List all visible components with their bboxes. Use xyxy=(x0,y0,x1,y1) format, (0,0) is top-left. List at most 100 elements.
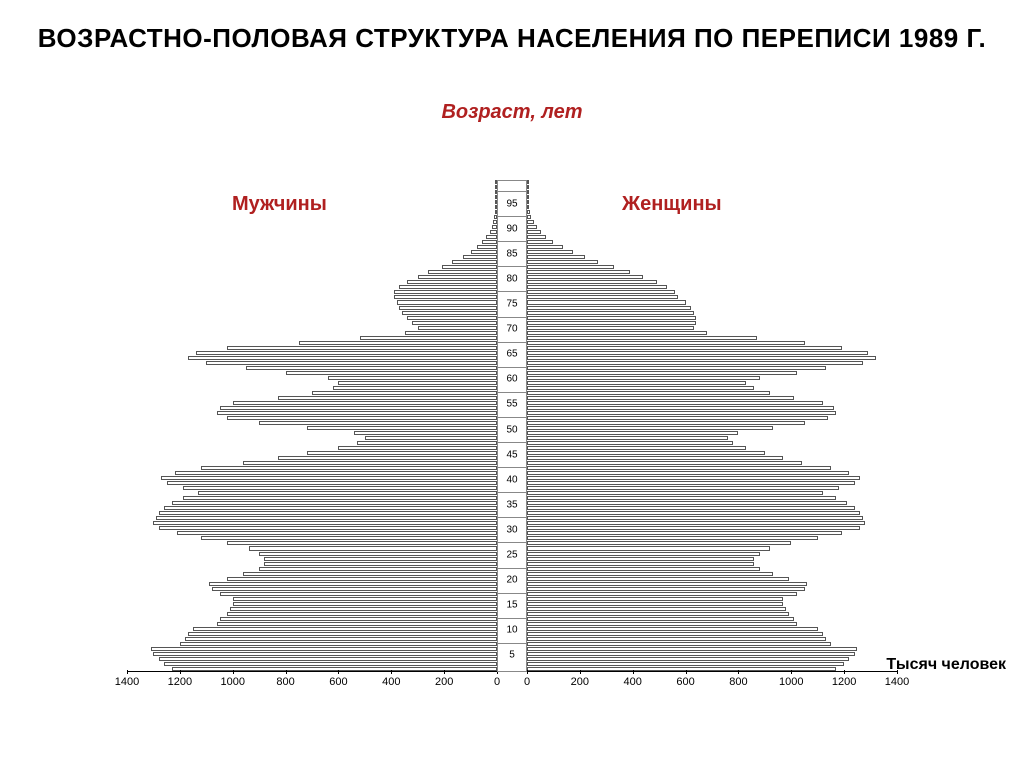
y-tick-label: 60 xyxy=(498,374,526,385)
female-bar xyxy=(527,436,728,440)
female-bar xyxy=(527,290,675,294)
female-bar xyxy=(527,341,805,345)
x-tick-label: 0 xyxy=(524,676,530,688)
female-bar xyxy=(527,617,794,621)
female-bar xyxy=(527,521,865,525)
male-bar xyxy=(206,361,497,365)
male-bar xyxy=(405,331,498,335)
male-bar xyxy=(246,366,497,370)
female-pane xyxy=(527,180,897,672)
female-bar xyxy=(527,285,667,289)
male-bar xyxy=(360,336,497,340)
female-bar xyxy=(527,270,630,274)
male-bar xyxy=(259,567,497,571)
female-bar xyxy=(527,451,765,455)
female-bar xyxy=(527,275,643,279)
male-bar xyxy=(159,526,497,530)
x-tick-label: 800 xyxy=(729,676,747,688)
female-bar xyxy=(527,416,828,420)
female-bar xyxy=(527,496,836,500)
male-bar xyxy=(153,652,497,656)
male-bar xyxy=(220,592,498,596)
male-bar xyxy=(220,617,498,621)
male-bar xyxy=(418,326,497,330)
female-bar xyxy=(527,351,868,355)
male-bar xyxy=(418,275,497,279)
female-bar xyxy=(527,326,694,330)
male-bar xyxy=(477,245,497,249)
female-bar xyxy=(527,230,541,234)
female-bar xyxy=(527,205,529,209)
female-bar xyxy=(527,531,842,535)
male-bar xyxy=(209,582,497,586)
male-bar xyxy=(159,657,497,661)
female-bar xyxy=(527,431,738,435)
y-tick-label: 15 xyxy=(498,600,526,611)
male-bar xyxy=(286,371,497,375)
y-tick-label: 90 xyxy=(498,223,526,234)
chart-title: ВОЗРАСТНО-ПОЛОВАЯ СТРУКТУРА НАСЕЛЕНИЯ ПО… xyxy=(0,0,1024,55)
female-bar xyxy=(527,240,553,244)
female-bar xyxy=(527,516,863,520)
male-bar xyxy=(399,306,497,310)
male-bar xyxy=(161,476,497,480)
male-bar xyxy=(264,557,497,561)
male-bar xyxy=(212,587,497,591)
male-bar xyxy=(397,300,497,304)
male-bar xyxy=(201,466,497,470)
male-bar xyxy=(394,295,497,299)
male-bar xyxy=(338,381,497,385)
female-bar xyxy=(527,316,696,320)
male-bar xyxy=(183,496,498,500)
female-bar xyxy=(527,441,733,445)
female-bar xyxy=(527,215,531,219)
female-bar xyxy=(527,597,783,601)
y-axis-strip: 5101520253035404550556065707580859095 xyxy=(497,180,527,672)
male-bar xyxy=(185,637,497,641)
male-bar xyxy=(233,597,497,601)
y-tick-label: 85 xyxy=(498,248,526,259)
male-bar xyxy=(172,501,497,505)
x-tick-label: 600 xyxy=(329,676,347,688)
female-bar xyxy=(527,356,876,360)
female-bar xyxy=(527,446,746,450)
female-bar xyxy=(527,461,802,465)
y-tick-label: 25 xyxy=(498,550,526,561)
male-bar xyxy=(243,461,497,465)
female-bar xyxy=(527,306,691,310)
male-bar xyxy=(188,356,497,360)
female-bar xyxy=(527,190,529,194)
male-bar xyxy=(312,391,497,395)
male-bar xyxy=(227,416,497,420)
female-bar xyxy=(527,456,783,460)
female-bar xyxy=(527,562,754,566)
male-bar xyxy=(412,321,497,325)
male-bar xyxy=(220,406,498,410)
male-bar xyxy=(442,265,498,269)
female-bar xyxy=(527,361,863,365)
female-bar xyxy=(527,376,760,380)
female-bar xyxy=(527,541,791,545)
male-bar xyxy=(249,546,497,550)
female-bar xyxy=(527,632,823,636)
y-tick-label: 20 xyxy=(498,575,526,586)
female-bar xyxy=(527,336,757,340)
male-bar xyxy=(338,446,497,450)
female-bar xyxy=(527,577,789,581)
y-tick-label: 65 xyxy=(498,349,526,360)
male-pane xyxy=(127,180,497,672)
female-bar xyxy=(527,346,842,350)
male-bar xyxy=(217,411,497,415)
female-bar xyxy=(527,627,818,631)
female-bar xyxy=(527,366,826,370)
y-tick-label: 35 xyxy=(498,499,526,510)
female-bar xyxy=(527,195,529,199)
female-bar xyxy=(527,582,807,586)
female-bar xyxy=(527,411,836,415)
x-tick-label: 200 xyxy=(435,676,453,688)
x-tick-label: 800 xyxy=(276,676,294,688)
female-bar xyxy=(527,245,563,249)
male-bar xyxy=(482,240,497,244)
male-bar xyxy=(183,486,498,490)
x-tick-label: 200 xyxy=(571,676,589,688)
